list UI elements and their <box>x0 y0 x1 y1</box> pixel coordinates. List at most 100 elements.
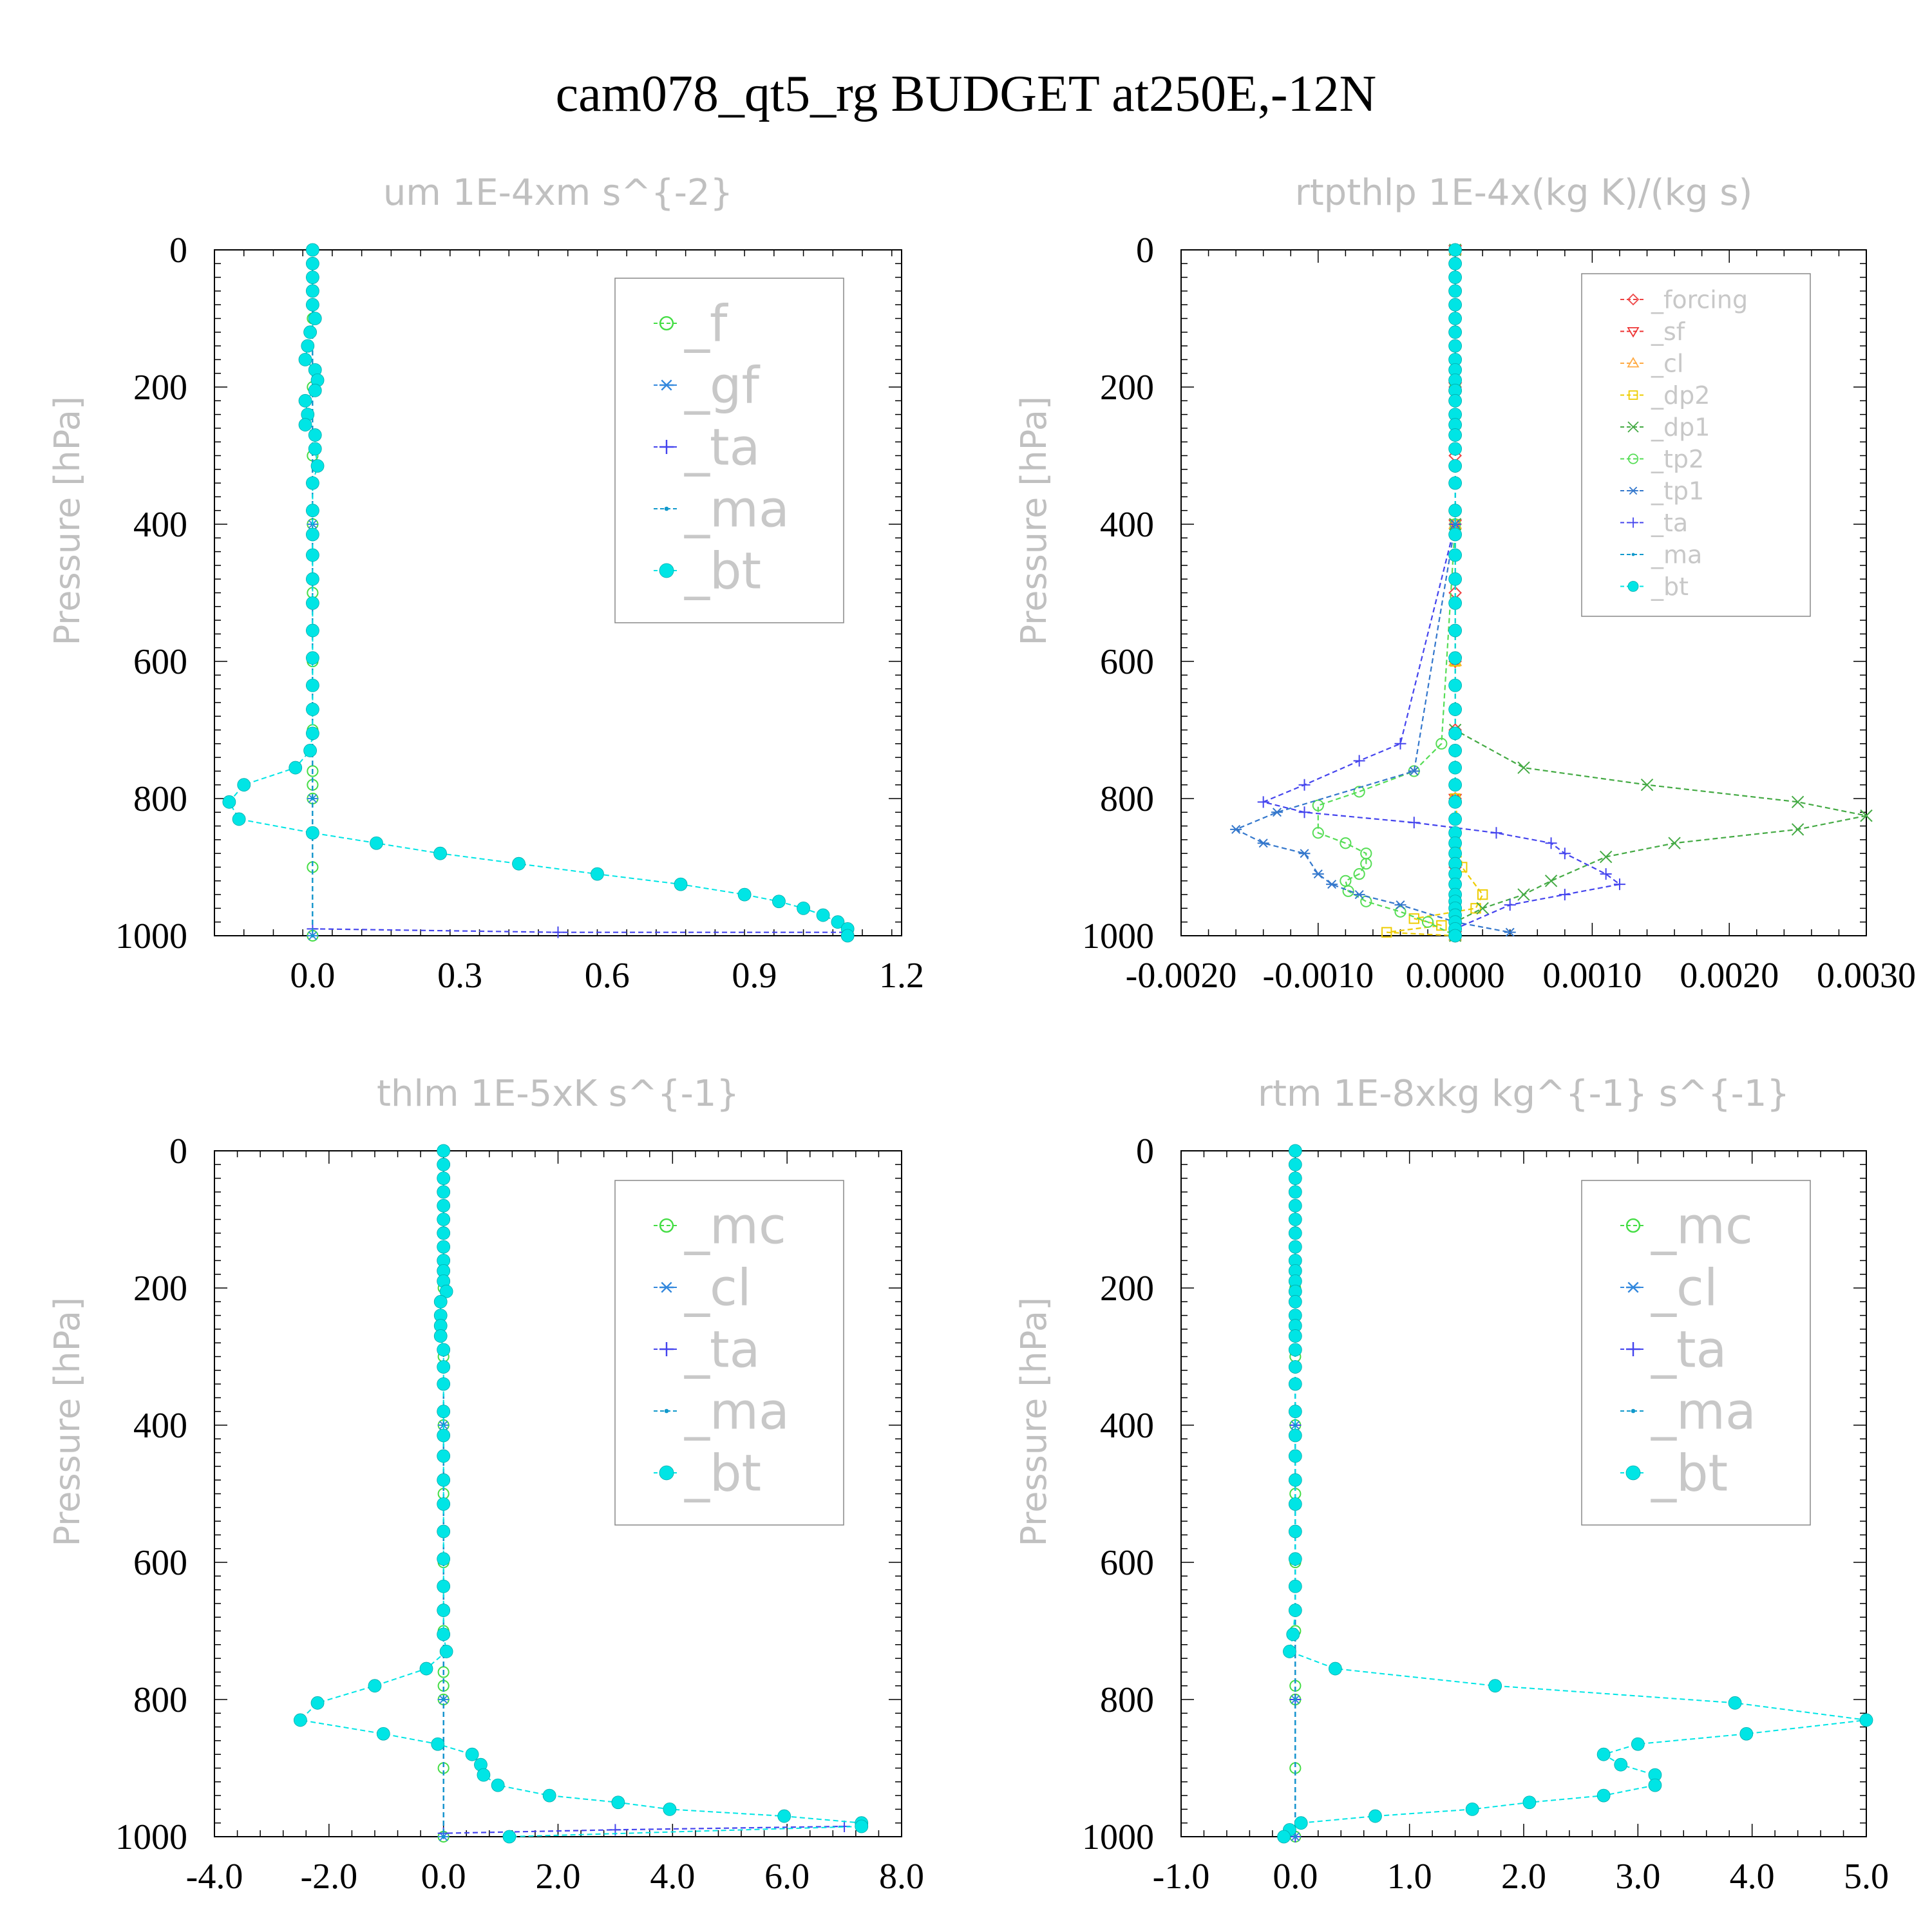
data-point-shape <box>1394 900 1406 910</box>
legend-label: _cl <box>684 1259 752 1317</box>
data-point <box>1288 1552 1302 1566</box>
data-point <box>1360 858 1372 870</box>
legend-marker <box>664 506 669 511</box>
legend-marker <box>1626 1282 1640 1293</box>
data-point <box>1470 903 1481 914</box>
data-point-shape <box>306 726 319 741</box>
data-point-shape <box>1257 838 1269 848</box>
data-point-shape <box>437 1240 451 1254</box>
legend-marker-shape <box>1626 1342 1640 1356</box>
panel-title: um 1E-4xm s^{-2} <box>383 172 733 214</box>
y-tick-label: 800 <box>1100 1680 1154 1720</box>
data-point <box>1288 1360 1302 1374</box>
data-point-shape <box>1353 890 1365 900</box>
data-point <box>1288 1473 1302 1487</box>
x-tick-label: 0.0 <box>421 1857 466 1897</box>
data-point <box>1328 1662 1342 1676</box>
data-point-shape <box>237 778 251 792</box>
data-point-shape <box>1448 312 1463 325</box>
y-tick-label: 400 <box>133 505 187 545</box>
data-point-shape <box>1436 920 1447 931</box>
data-point-shape <box>1476 902 1489 915</box>
legend-entry: _ma <box>654 480 790 538</box>
legend-marker-shape <box>1627 421 1639 433</box>
data-point-shape <box>298 393 312 408</box>
data-point <box>1448 596 1463 610</box>
data-point-shape <box>1448 548 1463 562</box>
data-point <box>1545 837 1557 849</box>
data-point-shape <box>1288 1497 1302 1511</box>
data-point <box>1283 1645 1296 1658</box>
data-point-shape <box>376 1727 390 1741</box>
x-tick-label: -4.0 <box>186 1857 243 1897</box>
legend-marker <box>1626 1342 1640 1356</box>
legend-label: _ta <box>684 419 760 477</box>
y-axis-label: Pressure [hPa] <box>47 396 88 645</box>
data-point <box>1271 808 1283 817</box>
data-point-shape <box>1448 428 1463 442</box>
x-tick-label: 4.0 <box>1730 1857 1775 1897</box>
legend-marker <box>1627 421 1639 433</box>
data-point <box>1477 889 1488 900</box>
data-point <box>1448 744 1463 757</box>
legend-marker <box>659 379 674 391</box>
legend-label: _bt <box>684 542 761 600</box>
panel-4: rtm 1E-8xkg kg^{-1} s^{-1} Pressure [hPa]… <box>1014 1073 1889 1897</box>
y-tick-label: 200 <box>133 368 187 408</box>
legend-label: _f <box>684 295 728 353</box>
y-tick-label: 200 <box>1100 368 1154 408</box>
data-point <box>439 1284 453 1298</box>
data-point-shape <box>1448 651 1463 665</box>
data-point-shape <box>437 1604 451 1617</box>
data-point-shape <box>1599 850 1613 864</box>
data-point-shape <box>512 857 526 871</box>
legend-label: _ma <box>1651 1383 1756 1441</box>
data-point <box>437 1343 451 1357</box>
data-point <box>431 1737 445 1751</box>
data-point <box>1640 778 1654 791</box>
x-tick-label: 8.0 <box>879 1857 924 1897</box>
data-point-shape <box>306 623 319 638</box>
data-point-shape <box>1448 703 1463 716</box>
data-point <box>1353 868 1365 880</box>
y-tick-label: 800 <box>133 779 187 819</box>
data-point-shape <box>831 915 845 929</box>
x-tick-label: 1.2 <box>879 956 924 996</box>
data-point-shape <box>1504 927 1516 937</box>
data-point-shape <box>439 1645 453 1658</box>
data-point-shape <box>1791 795 1804 809</box>
data-point-shape <box>437 1343 451 1357</box>
data-point <box>308 312 322 325</box>
data-point-shape <box>431 1737 445 1751</box>
data-point <box>1791 823 1804 836</box>
data-point-shape <box>1448 284 1463 298</box>
data-point <box>674 877 688 891</box>
data-point <box>307 765 319 777</box>
data-point-shape <box>1288 1405 1302 1419</box>
data-point-shape <box>1288 1473 1302 1487</box>
x-tick-label: 0.0 <box>1273 1857 1318 1897</box>
data-point <box>437 1157 451 1171</box>
legend-marker <box>1628 390 1638 400</box>
data-point <box>1394 905 1406 918</box>
data-point-shape <box>1448 442 1463 456</box>
data-point-shape <box>370 836 383 850</box>
legend-label: _ma <box>684 480 790 538</box>
data-point-shape <box>674 877 688 891</box>
series-bt <box>1277 1144 1873 1844</box>
data-point <box>1288 1171 1302 1185</box>
y-tick-label: 1000 <box>115 916 187 956</box>
data-point <box>308 428 322 442</box>
y-tick-label: 0 <box>169 231 187 270</box>
data-point <box>663 1802 677 1816</box>
series-line <box>1317 250 1456 936</box>
legend-marker <box>1627 453 1639 464</box>
data-point <box>1544 875 1558 887</box>
data-point <box>437 1497 451 1511</box>
data-point-shape <box>1342 885 1354 897</box>
y-tick-label: 600 <box>133 1543 187 1583</box>
data-point-shape <box>433 1329 448 1343</box>
data-point-shape <box>1271 808 1283 817</box>
data-point <box>293 1713 307 1727</box>
series-bt <box>222 243 855 943</box>
